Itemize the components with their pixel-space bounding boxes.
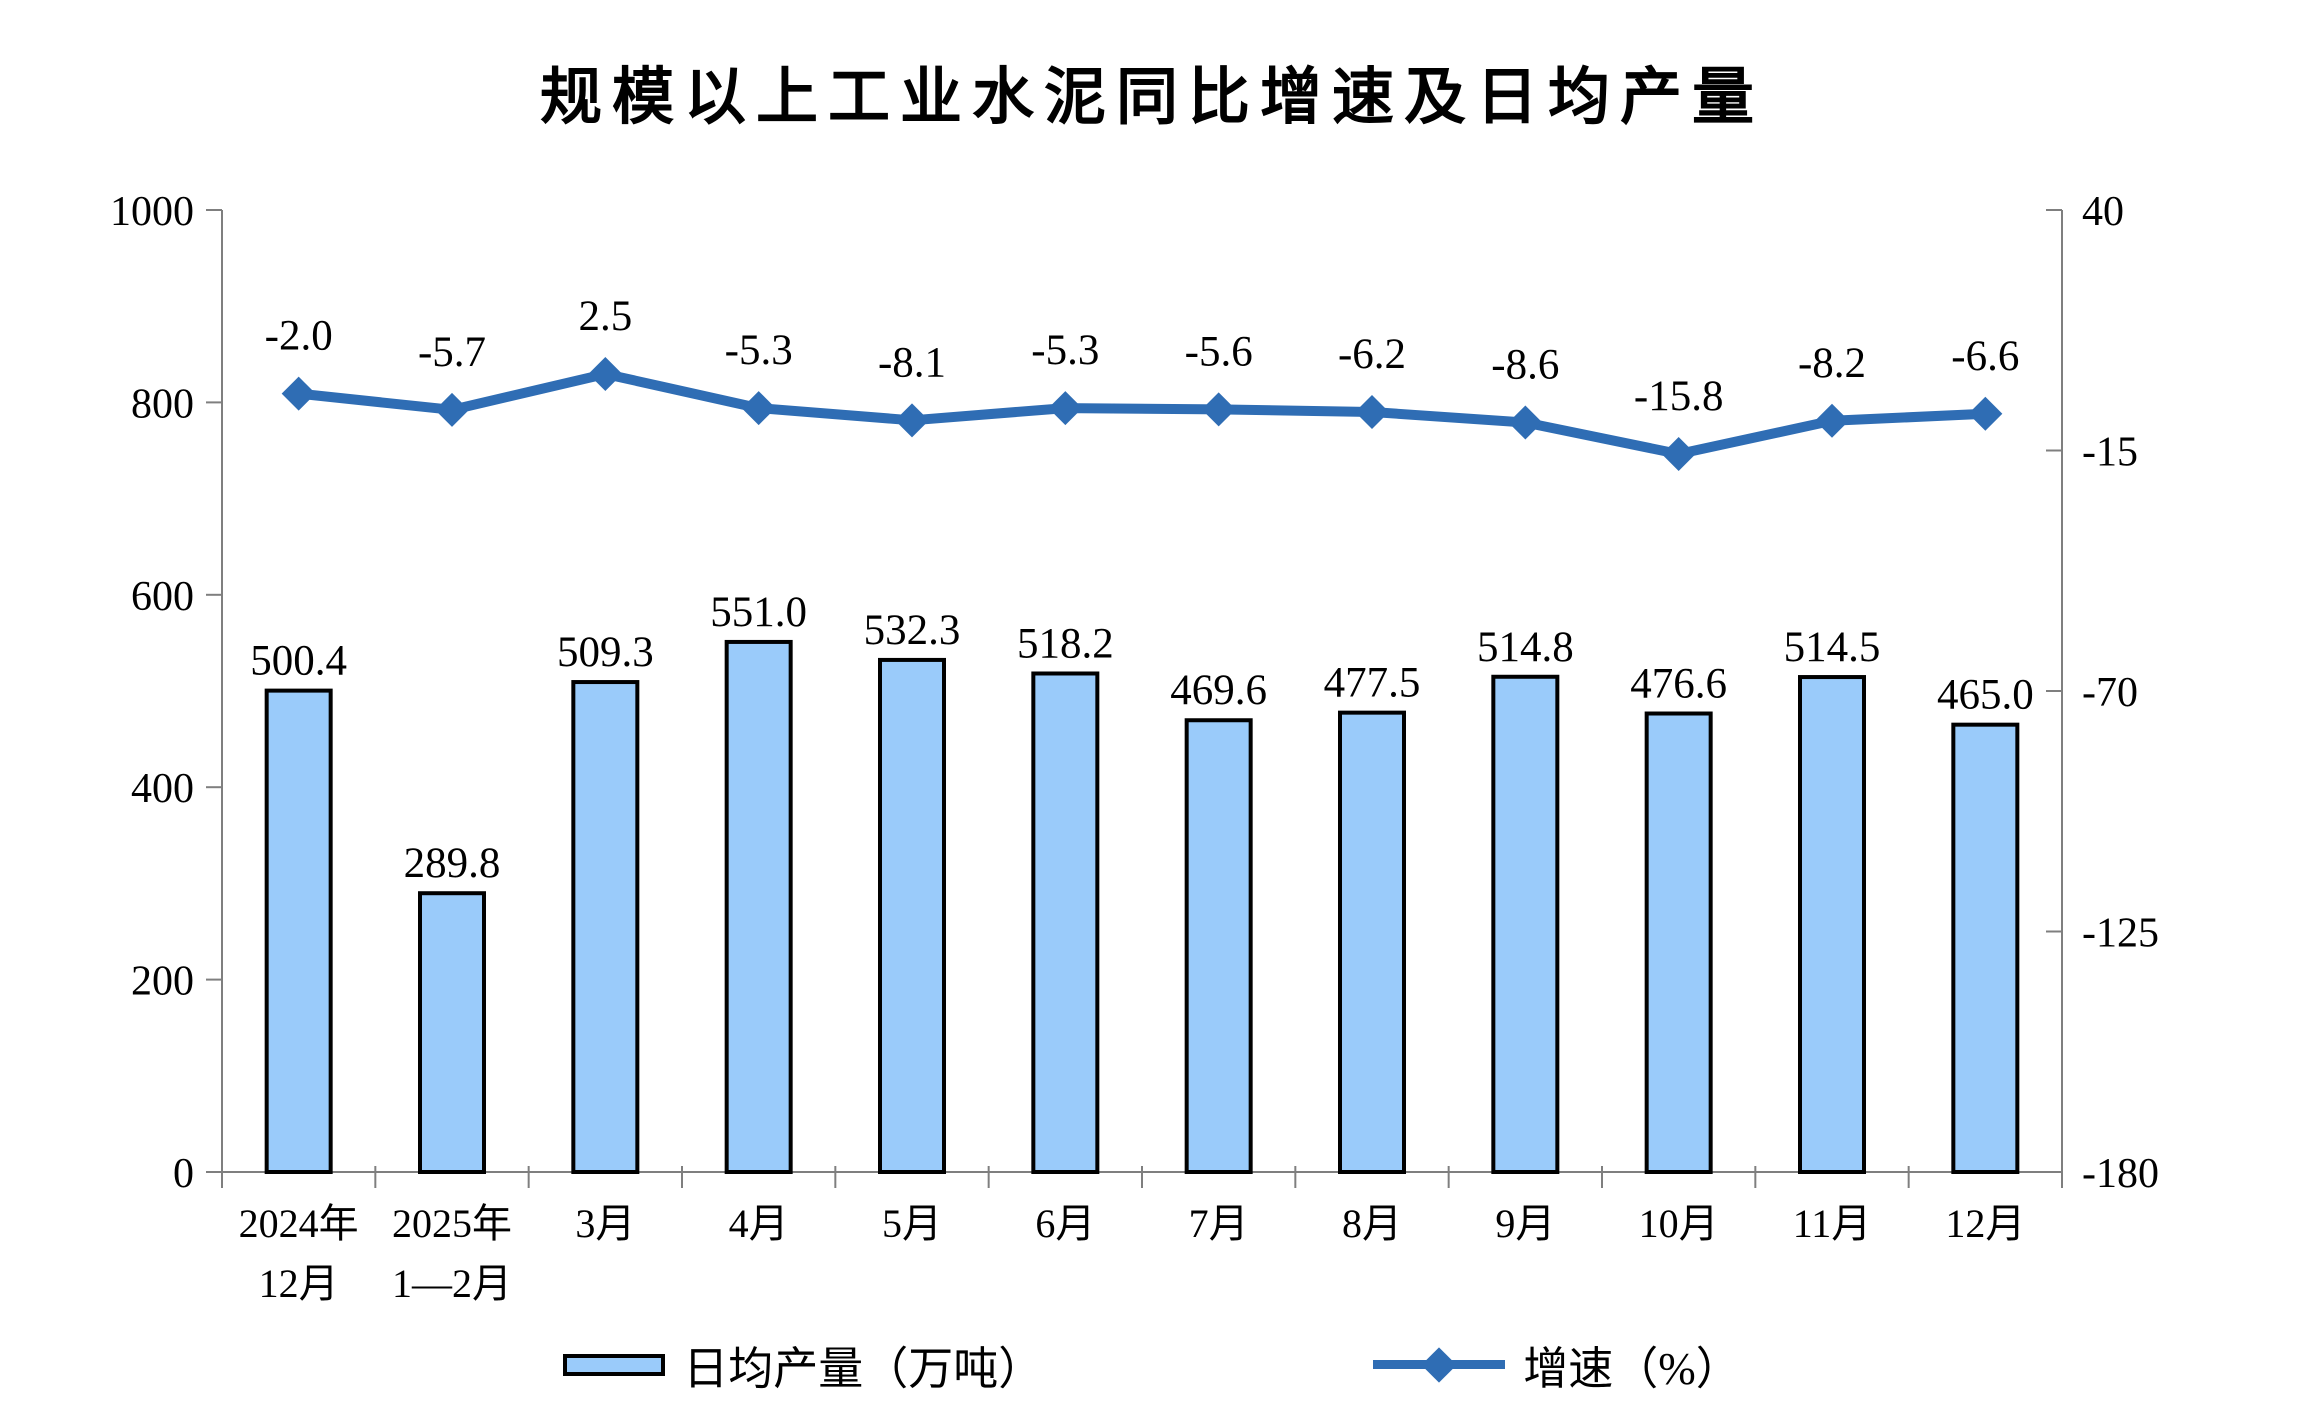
bar — [1491, 674, 1560, 1174]
bar — [1031, 671, 1100, 1174]
line-value-label: -5.3 — [1031, 327, 1099, 374]
bar-value-label: 551.0 — [710, 589, 807, 636]
line-value-label: -5.7 — [418, 329, 486, 376]
line-value-label: -2.0 — [265, 313, 333, 360]
line-point — [1508, 405, 1543, 440]
x-category-label: 4月 — [729, 1201, 789, 1246]
bar-value-label: 289.8 — [404, 840, 501, 887]
bar-value-label: 477.5 — [1324, 660, 1421, 707]
line-point — [1201, 392, 1236, 427]
line-value-label: -15.8 — [1634, 373, 1724, 420]
bar — [878, 657, 946, 1174]
line-value-label: 2.5 — [578, 293, 632, 340]
line-series-label: 增速（%） — [1523, 1344, 1741, 1394]
bar-value-label: 465.0 — [1937, 672, 2034, 719]
bar-value-label: 514.5 — [1784, 624, 1881, 671]
x-category-label: 2025年 — [392, 1201, 512, 1246]
y-tick-label-right: -15 — [2082, 430, 2138, 476]
line-point — [281, 376, 316, 411]
x-category-label: 1—2月 — [392, 1261, 512, 1306]
line-series-swatch — [1373, 1346, 1506, 1383]
line-value-label: -6.2 — [1338, 331, 1406, 378]
bar — [724, 639, 793, 1174]
x-category-label: 11月 — [1793, 1201, 1872, 1246]
y-tick-label-left: 0 — [173, 1151, 194, 1197]
line-point — [1661, 436, 1696, 471]
line-value-label: -6.6 — [1951, 333, 2019, 380]
bar-value-label: 476.6 — [1630, 661, 1727, 708]
bar-value-label: 469.6 — [1170, 667, 1267, 714]
x-category-label: 7月 — [1189, 1201, 1249, 1246]
y-tick-label-right: -180 — [2082, 1151, 2159, 1197]
bar-value-label: 518.2 — [1017, 620, 1114, 667]
y-tick-label-left: 1000 — [110, 189, 194, 235]
x-category-label: 5月 — [882, 1201, 942, 1246]
line-point — [1048, 391, 1083, 426]
x-category-label: 10月 — [1639, 1201, 1719, 1246]
line-value-label: -5.6 — [1185, 328, 1253, 375]
x-category-label: 12月 — [1945, 1201, 2025, 1246]
y-tick-label-right: 40 — [2082, 189, 2124, 235]
legend-item-line: 增速（%） — [1373, 1332, 1741, 1397]
line-point — [1815, 403, 1849, 438]
x-category-label: 3月 — [575, 1201, 635, 1246]
y-tick-label-right: -125 — [2082, 911, 2159, 957]
bar — [1184, 718, 1253, 1174]
chart-legend: 日均产量（万吨） 增速（%） — [0, 1332, 2304, 1397]
growth-line — [298, 368, 1986, 459]
bar-value-label: 500.4 — [250, 638, 347, 685]
diamond-marker-icon — [1421, 1346, 1457, 1383]
x-category-label: 9月 — [1495, 1201, 1555, 1246]
y-tick-label-left: 800 — [131, 381, 194, 427]
bar — [1951, 722, 2020, 1174]
bar-series-swatch — [563, 1353, 666, 1376]
bar — [1644, 711, 1713, 1174]
bar — [1338, 710, 1406, 1175]
y-tick-label-left: 200 — [131, 959, 194, 1005]
line-point — [588, 356, 623, 391]
x-category-label: 2024年 — [239, 1201, 359, 1246]
bar-series-label: 日均产量（万吨） — [683, 1344, 1044, 1394]
bar — [571, 680, 640, 1174]
bar-value-label: 532.3 — [864, 607, 961, 654]
line-point — [1355, 395, 1389, 430]
line-value-label: -8.1 — [878, 339, 946, 386]
line-point — [1968, 396, 2003, 431]
line-point — [435, 392, 469, 427]
x-category-label: 6月 — [1035, 1201, 1095, 1246]
bar — [264, 688, 333, 1174]
x-category-label: 8月 — [1342, 1201, 1402, 1246]
y-tick-label-left: 400 — [131, 766, 194, 812]
line-point — [895, 403, 929, 438]
bar-value-label: 514.8 — [1477, 624, 1574, 671]
line-point — [741, 391, 776, 426]
line-value-label: -8.6 — [1491, 342, 1559, 389]
x-category-label: 12月 — [259, 1261, 339, 1306]
bar-value-label: 509.3 — [557, 629, 654, 676]
bar — [418, 891, 486, 1174]
y-tick-label-right: -70 — [2082, 670, 2138, 716]
bar — [1798, 675, 1866, 1175]
line-value-label: -5.3 — [725, 327, 793, 374]
chart-title: 规模以上工业水泥同比增速及日均产量 — [539, 63, 1764, 132]
y-tick-label-left: 600 — [131, 574, 194, 620]
line-value-label: -8.2 — [1798, 340, 1866, 387]
legend-item-bar: 日均产量（万吨） — [563, 1332, 1043, 1397]
